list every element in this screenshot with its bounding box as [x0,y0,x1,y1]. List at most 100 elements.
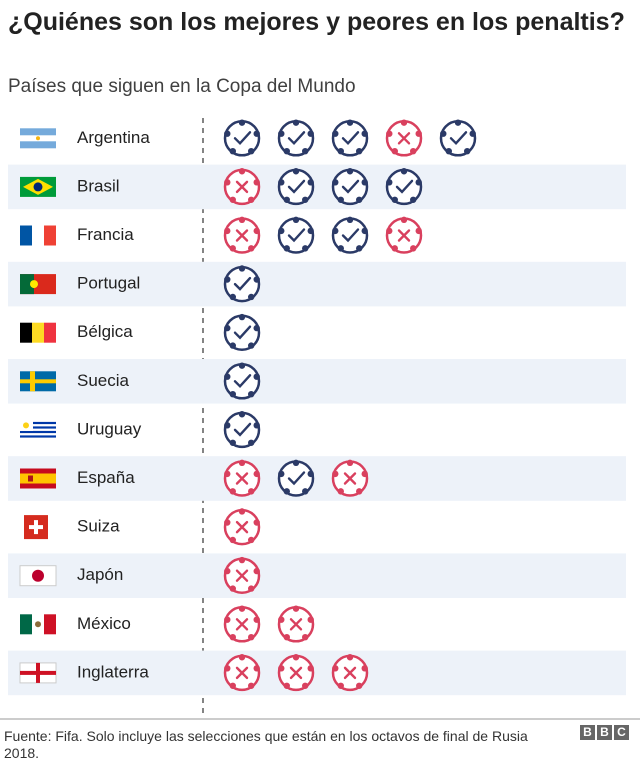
row: Portugal [8,261,626,307]
ball-lost [277,654,315,692]
ball-patch [337,682,344,689]
check [341,228,360,243]
ball-patch [253,470,260,478]
row: Suiza [24,508,261,546]
ball-patch [391,245,398,252]
flag-part [20,225,32,246]
ball-patch [253,519,260,526]
ball-patch [278,665,285,672]
ball-patch [346,654,354,661]
ball-patch [224,130,231,137]
ball-patch [302,245,309,252]
ball-patch [229,245,236,252]
ball-patch [454,119,462,126]
country: Francia [77,225,134,244]
ball-patch [400,168,408,175]
ball-patch [386,130,393,137]
ball-patch [248,342,255,349]
ball-lost [223,459,261,497]
ball-patch [337,488,344,495]
ball-patch [253,567,260,575]
ball-patch [361,130,368,137]
ball-patch [283,488,290,495]
ball-patch [346,459,354,467]
check [287,471,306,486]
ball-patch [238,411,246,418]
ball-patch [278,470,285,478]
ball-patch [292,654,300,661]
flag-part [36,136,40,141]
flag [20,468,56,489]
check [287,131,306,146]
ball-patch [346,168,354,175]
ball-patch [229,682,236,689]
flag [20,419,56,440]
ball-patch [224,179,231,186]
ball-won [331,119,369,157]
cross [235,520,249,534]
row: Argentina [20,119,477,157]
ball-won [331,168,369,206]
check [287,228,306,243]
subtitle: Países que siguen en la Copa del Mundo [8,76,356,97]
ball-patch [238,168,246,175]
ball-patch [224,276,231,283]
flag [20,322,56,343]
ball-won [277,459,315,497]
ball-patch [391,196,398,203]
flag-part [20,322,32,343]
ball-patch [292,216,300,224]
ball-patch [332,227,339,235]
ball-patch [248,439,255,446]
row-bg [8,553,626,598]
ball-patch [302,147,309,155]
ball-patch [361,665,368,672]
ball-patch [292,605,300,612]
ball-patch [278,616,285,623]
ball-patch [292,119,300,126]
check [233,131,252,146]
ball-patch [361,227,368,235]
ball-patch [346,216,354,224]
ball-patch [302,682,309,689]
row-bg [8,261,626,307]
flag-part [44,225,56,246]
flag-part [20,421,56,425]
check [233,325,252,340]
ball-patch [469,130,476,137]
ball-patch [361,470,368,478]
cross [235,618,249,631]
ball-patch [253,130,260,137]
cross [397,132,411,145]
flag-part [35,621,41,628]
ball-won [223,313,261,351]
cross [343,472,357,485]
ball-won [223,411,261,449]
check [341,131,360,146]
flag-part [20,614,32,635]
ball-patch [278,227,285,235]
ball-patch [440,130,447,137]
ball-patch [292,168,300,175]
ball-patch [332,179,339,186]
ball-patch [238,459,246,467]
ball-patch [224,324,231,332]
ball-patch [283,196,290,203]
ball-patch [415,227,422,235]
ball-patch [253,616,260,623]
ball-patch [224,519,231,526]
ball-patch [248,633,255,641]
ball-patch [386,179,393,186]
ball-patch [229,439,236,446]
ball-patch [346,119,354,126]
cross [235,569,249,582]
cross [397,229,411,242]
ball-patch [238,119,246,126]
flag [19,662,57,684]
ball-patch [248,293,255,301]
ball-patch [283,245,290,252]
ball-patch [415,179,422,186]
country: Suecia [77,371,130,390]
ball-patch [337,196,344,203]
ball-lost [223,216,261,254]
